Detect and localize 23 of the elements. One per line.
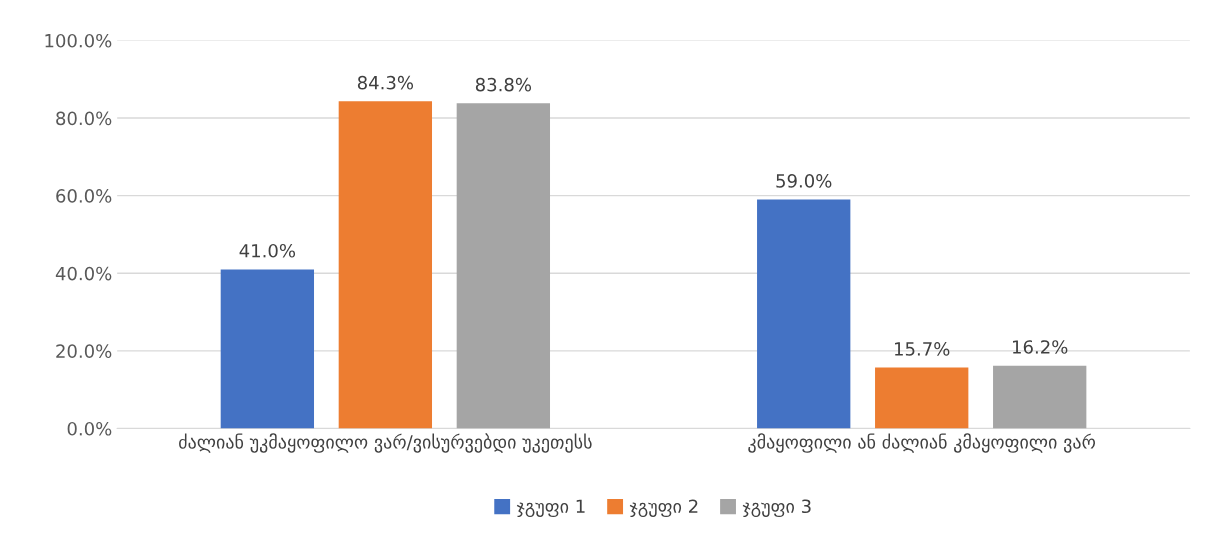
bar xyxy=(338,101,433,429)
data-label: 84.3% xyxy=(357,75,414,90)
data-label: 59.0% xyxy=(776,174,832,188)
legend-label: ჯგუფი 2 xyxy=(629,499,698,518)
y-tick-label: 60.0% xyxy=(56,189,112,203)
y-tick-label: 40.0% xyxy=(55,266,112,281)
y-tick-label: 80.0% xyxy=(56,111,112,126)
data-label: 16.2% xyxy=(1013,340,1068,354)
bar xyxy=(220,269,315,429)
data-label: 15.7% xyxy=(895,342,950,356)
data-label: 83.8% xyxy=(475,77,532,92)
y-tick-label: 0.0% xyxy=(67,421,112,436)
legend-label: ჯგუფი 3 xyxy=(742,499,811,518)
x-tick-label: კმაყოფილი ან ძალიან კმაყოფილი ვარ xyxy=(748,433,1096,453)
bar xyxy=(993,365,1087,429)
y-tick-label: 100.0% xyxy=(45,33,112,48)
legend-label: ჯგუფი 1 xyxy=(516,499,585,518)
y-tick-label: 20.0% xyxy=(56,344,112,359)
data-label: 41.0% xyxy=(239,243,296,258)
bar xyxy=(456,103,551,429)
bar xyxy=(757,199,851,429)
bar xyxy=(875,367,969,429)
x-tick-label: ძალიან უკმაყოფილო ვარ/ვისურვებდი უკეთესს xyxy=(179,433,592,453)
